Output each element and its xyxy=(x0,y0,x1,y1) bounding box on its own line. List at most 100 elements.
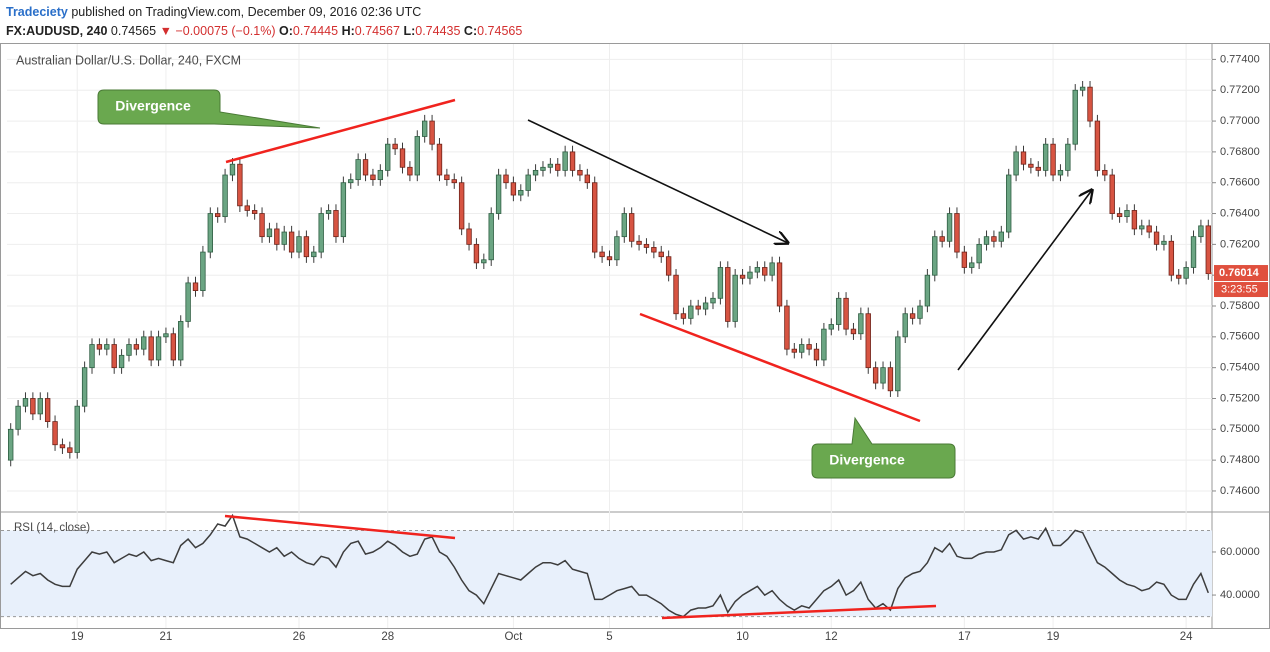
y-tick-label: 0.74600 xyxy=(1220,485,1260,497)
candle-body xyxy=(1146,225,1152,233)
candle-body xyxy=(939,236,945,242)
candle-body xyxy=(510,182,517,196)
candle-body xyxy=(799,344,805,353)
candle-body xyxy=(429,120,435,145)
candle-body xyxy=(237,163,243,207)
candle-body xyxy=(717,267,724,299)
candle-body xyxy=(1183,267,1189,279)
x-tick-label: Oct xyxy=(504,631,523,643)
candle-body xyxy=(806,344,812,350)
candle-body xyxy=(924,274,931,307)
candle-body xyxy=(340,182,347,238)
candle-body xyxy=(680,313,687,319)
candle-body xyxy=(651,247,657,253)
candle-body xyxy=(599,251,605,258)
candle-body xyxy=(458,182,465,230)
x-tick-label: 17 xyxy=(958,631,971,643)
candle-body xyxy=(739,274,746,279)
candle-body xyxy=(229,163,236,176)
candle-body xyxy=(946,213,953,242)
x-tick-label: 24 xyxy=(1180,631,1193,643)
candle-body xyxy=(525,174,531,191)
publish-line: Tradeciety published on TradingView.com,… xyxy=(6,3,522,22)
candle-body xyxy=(865,313,871,369)
candle-body xyxy=(998,231,1005,242)
candle-body xyxy=(562,151,568,171)
candle-body xyxy=(421,120,428,137)
candle-body xyxy=(880,367,886,384)
candle-body xyxy=(148,336,154,361)
candle-body xyxy=(22,398,29,407)
y-tick-label: 0.75800 xyxy=(1220,300,1260,312)
callout xyxy=(811,416,956,479)
candle-body xyxy=(1072,89,1078,145)
candle-body xyxy=(850,328,857,335)
candle-body xyxy=(628,213,635,242)
y-tick-label: 0.76400 xyxy=(1220,207,1260,219)
x-tick-label: 19 xyxy=(71,631,84,643)
candle-body xyxy=(1035,166,1041,171)
candle-body xyxy=(1013,151,1019,176)
candle-body xyxy=(214,213,221,218)
candle-body xyxy=(702,302,709,310)
candle-body xyxy=(895,336,901,392)
candle-body xyxy=(1006,174,1012,233)
candle-body xyxy=(1205,225,1211,275)
candle-body xyxy=(1198,225,1204,238)
candle-body xyxy=(281,231,287,245)
candle-body xyxy=(1028,163,1034,168)
candle-body xyxy=(1139,225,1145,230)
candle-body xyxy=(399,148,406,168)
annotation: Divergence xyxy=(115,98,191,114)
x-tick-label: 28 xyxy=(381,631,394,643)
candle-body xyxy=(902,313,908,338)
candle-body xyxy=(991,236,997,242)
candle-body xyxy=(222,174,228,218)
candle-body xyxy=(37,398,43,415)
x-tick-label: 19 xyxy=(1047,631,1060,643)
candle-body xyxy=(732,274,738,322)
y-tick-label: 0.77000 xyxy=(1220,115,1260,127)
last-price-tag xyxy=(1214,265,1268,282)
candle-body xyxy=(909,313,916,319)
candle-body xyxy=(540,166,546,171)
candle-body xyxy=(917,305,923,319)
candle-body xyxy=(784,305,790,350)
candle-body xyxy=(251,210,258,214)
candle-body xyxy=(303,236,310,258)
candle-body xyxy=(1153,231,1160,245)
candle-body xyxy=(643,243,650,248)
candle-body xyxy=(976,243,982,264)
arrow xyxy=(957,190,1092,371)
candle-body xyxy=(259,213,265,238)
candle-body xyxy=(1190,236,1197,268)
candle-body xyxy=(858,313,864,335)
candle-body xyxy=(843,297,849,330)
y-tick-label: 0.77200 xyxy=(1220,84,1260,96)
candle-body xyxy=(665,256,672,276)
candle-body xyxy=(274,228,280,245)
last: 0.74565 xyxy=(110,24,157,38)
y-tick-label: 40.0000 xyxy=(1220,589,1260,601)
y-tick-label: 0.76200 xyxy=(1220,238,1260,250)
ohlc-label: O: xyxy=(279,24,293,38)
candle-body xyxy=(614,236,620,261)
ohlc-value: 0.74565 xyxy=(477,24,523,38)
candle-body xyxy=(621,213,627,238)
candle-body xyxy=(961,251,968,268)
y-tick-label: 0.75600 xyxy=(1220,331,1260,343)
quote-line: FX:AUDUSD, 240 0.74565 ▼ −0.00075 (−0.1%… xyxy=(6,22,522,41)
candle-body xyxy=(1079,86,1086,91)
y-tick-label: 0.75200 xyxy=(1220,392,1260,404)
candle-body xyxy=(118,354,125,369)
annotation: Divergence xyxy=(829,452,905,468)
candle-body xyxy=(569,151,576,171)
rsi-band xyxy=(1,530,1212,617)
candle-body xyxy=(555,163,561,171)
candle-body xyxy=(754,267,761,273)
ohlc-value: 0.74445 xyxy=(292,24,339,38)
candle-body xyxy=(111,344,117,369)
candle-body xyxy=(444,174,450,181)
